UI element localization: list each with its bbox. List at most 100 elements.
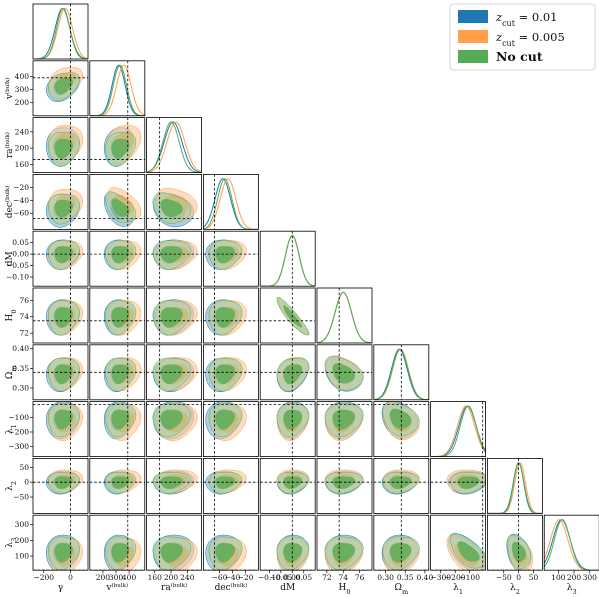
ytick-label-ra_bulk: 160 <box>15 160 30 169</box>
ytick-label-ra_bulk: 200 <box>15 144 30 153</box>
panel-frame <box>373 457 430 514</box>
ytick-label-dec_bulk: −60 <box>13 209 29 218</box>
panel-Om-gamma: 0.30 0.35 0.40 <box>12 344 89 401</box>
contour-68-2 <box>389 543 412 563</box>
panel-frame <box>32 117 89 173</box>
xtick-label-H0: 72 <box>322 573 332 582</box>
ytick-label-lambda1: −200 <box>8 427 29 436</box>
panel-lambda3-ra_bulk: 160 200 240 <box>146 514 203 582</box>
marginal-curve-H0-1 <box>317 291 372 343</box>
marginal-curve-dM-0 <box>260 235 316 287</box>
panel-dM-v_bulk <box>89 230 146 287</box>
contour-68-2 <box>389 476 412 489</box>
ytick-label-v_bulk: 300 <box>15 85 30 94</box>
panel-lambda2-ra_bulk <box>146 457 203 514</box>
panel-ra_bulk-v_bulk <box>89 117 146 173</box>
xtick-label-Om: 0.35 <box>397 573 414 582</box>
panel-gamma-gamma <box>32 3 89 60</box>
xaxis-label-dec_bulk: dec(bulk) <box>215 582 248 593</box>
xtick-label-ra_bulk: 200 <box>164 573 179 582</box>
contour-68-2 <box>160 307 183 328</box>
xtick-label-v_bulk: 200 <box>96 573 111 582</box>
panel-lambda1-H0 <box>316 401 373 458</box>
panel-frame <box>146 401 203 458</box>
contour-68-2 <box>54 476 73 489</box>
xtick-label-ra_bulk: 160 <box>148 573 163 582</box>
panel-frame <box>316 401 373 458</box>
panel-v_bulk-v_bulk <box>89 60 146 117</box>
panel-frame <box>146 457 203 514</box>
panel-H0-H0 <box>316 287 373 344</box>
marginal-curve-v_bulk-2 <box>89 64 145 116</box>
legend-swatch-1 <box>458 30 488 43</box>
marginal-curve-H0-0 <box>317 291 372 343</box>
panel-lambda2-Om <box>373 457 430 514</box>
panel-frame <box>486 457 543 514</box>
panel-frame <box>316 344 373 401</box>
ytick-label-lambda2: −50 <box>13 493 29 502</box>
panel-frame <box>259 401 316 458</box>
panel-H0-ra_bulk <box>146 287 203 344</box>
panel-lambda1-gamma: −300 −200 −100 <box>8 401 89 458</box>
marginal-curve-v_bulk-1 <box>89 64 145 116</box>
xaxis-label-ra_bulk: ra(bulk) <box>161 582 187 593</box>
xtick-label-lambda3: 100 <box>551 573 566 582</box>
panel-frame <box>146 344 203 401</box>
panel-frame <box>202 514 259 571</box>
panel-Om-dM <box>259 344 316 401</box>
ytick-label-lambda3: 300 <box>15 520 30 529</box>
contour-68-2 <box>111 543 130 563</box>
panel-Om-ra_bulk <box>146 344 203 401</box>
panel-frame <box>89 60 146 117</box>
panel-frame <box>316 514 373 571</box>
panel-Om-Om <box>373 344 430 401</box>
legend-swatch-0 <box>458 10 488 23</box>
contour-68-2 <box>332 543 356 563</box>
panel-frame <box>89 117 146 173</box>
panel-frame <box>259 514 316 571</box>
yaxis-label-Om: Ωm <box>5 365 18 379</box>
ytick-label-dM: 0.00 <box>12 250 29 259</box>
ytick-label-lambda3: 100 <box>15 552 30 561</box>
yaxis-label-ra_bulk: ra(bulk) <box>4 132 15 158</box>
xtick-label-lambda2: 0 <box>516 573 521 582</box>
panel-frame <box>146 287 203 344</box>
panel-frame <box>89 344 146 401</box>
contour-68-2 <box>160 543 183 563</box>
panel-frame <box>202 401 259 458</box>
panel-H0-v_bulk <box>89 287 146 344</box>
marginal-curve-dM-2 <box>260 235 316 287</box>
panel-H0-gamma: 72 74 76 <box>19 287 89 344</box>
xtick-label-gamma: −200 <box>33 573 54 582</box>
xtick-label-dec_bulk: −40 <box>225 573 241 582</box>
contour-68-2 <box>54 364 73 384</box>
contour-68-2 <box>54 409 73 430</box>
contour-68-2 <box>283 476 303 489</box>
panel-frame <box>543 514 599 571</box>
ytick-label-v_bulk: 200 <box>15 98 30 107</box>
contour-68-2 <box>160 246 183 264</box>
ytick-label-H0: 72 <box>19 329 29 338</box>
marginal-curve-lambda3-2 <box>544 519 599 571</box>
panel-v_bulk-gamma: 200 300 400 <box>15 60 89 117</box>
panel-lambda3-dec_bulk: −60−40−20 <box>202 514 259 582</box>
marginal-curve-gamma-0 <box>33 7 88 59</box>
panel-ra_bulk-ra_bulk <box>146 117 203 173</box>
contour-68-2 <box>111 476 130 489</box>
xtick-label-v_bulk: 300 <box>109 573 124 582</box>
contour-68-2 <box>111 364 130 384</box>
panel-lambda2-H0 <box>316 457 373 514</box>
contour-68-2 <box>160 364 183 384</box>
ytick-label-dM: −0.05 <box>6 261 29 270</box>
xtick-label-lambda3: 200 <box>567 573 582 582</box>
panel-frame <box>32 3 89 60</box>
panel-frame <box>316 287 373 344</box>
yaxis-label-dec_bulk: dec(bulk) <box>4 186 15 219</box>
contour-68-2 <box>457 541 480 562</box>
panel-frame <box>32 514 89 571</box>
panel-dec_bulk-v_bulk <box>89 173 146 230</box>
panel-frame <box>373 514 430 571</box>
panel-ra_bulk-gamma: 160 200 240 <box>15 117 89 173</box>
panel-lambda3-dM: −0.10−0.050.000.05 <box>258 514 316 582</box>
